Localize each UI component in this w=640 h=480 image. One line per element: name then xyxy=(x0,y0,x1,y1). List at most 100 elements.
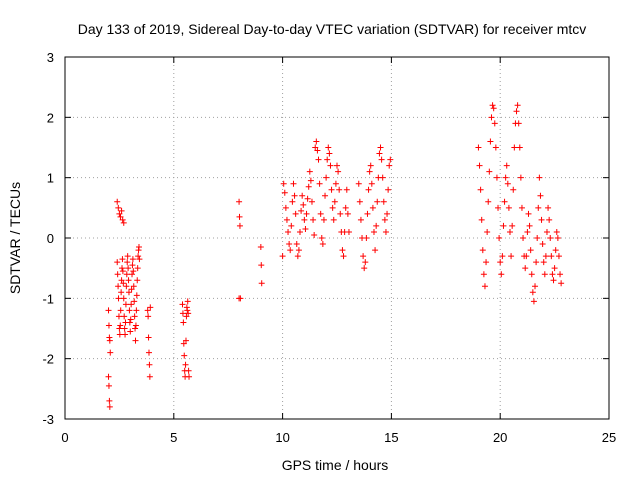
x-tick-label: 0 xyxy=(61,430,68,445)
data-point xyxy=(340,253,347,260)
data-point xyxy=(119,216,126,223)
data-point xyxy=(546,216,553,223)
x-axis-label: GPS time / hours xyxy=(282,457,389,473)
data-point xyxy=(326,150,333,157)
data-point xyxy=(552,247,559,254)
data-point xyxy=(291,192,298,199)
data-points xyxy=(105,102,565,410)
data-point xyxy=(487,138,494,145)
data-point xyxy=(116,331,123,338)
data-point xyxy=(373,222,380,229)
data-point xyxy=(553,228,560,235)
data-point xyxy=(502,174,509,181)
data-point xyxy=(285,228,292,235)
data-point xyxy=(522,265,529,272)
data-point xyxy=(144,307,151,314)
data-point xyxy=(132,337,139,344)
data-point xyxy=(290,180,297,187)
data-point xyxy=(236,222,243,229)
data-point xyxy=(118,289,125,296)
data-point xyxy=(365,186,372,193)
data-point xyxy=(129,262,136,269)
data-point xyxy=(310,216,317,223)
data-point xyxy=(524,228,531,235)
data-point xyxy=(115,295,122,302)
data-point xyxy=(484,228,491,235)
data-point xyxy=(118,207,125,214)
data-point xyxy=(106,337,113,344)
data-point xyxy=(257,244,264,251)
data-point xyxy=(505,204,512,211)
data-point xyxy=(146,373,153,380)
data-point xyxy=(385,186,392,193)
data-point xyxy=(526,222,533,229)
data-point xyxy=(119,268,126,275)
data-point xyxy=(319,241,326,248)
data-point xyxy=(105,373,112,380)
data-point xyxy=(115,283,122,290)
data-point xyxy=(372,247,379,254)
data-point xyxy=(520,235,527,241)
data-point xyxy=(476,162,483,169)
data-point xyxy=(381,216,388,223)
data-point xyxy=(181,352,188,359)
data-point xyxy=(125,289,132,296)
data-point xyxy=(488,114,495,121)
data-point xyxy=(129,256,136,263)
data-point xyxy=(118,277,125,284)
data-point xyxy=(547,235,554,241)
data-point xyxy=(509,222,516,229)
data-point xyxy=(119,265,126,272)
data-point xyxy=(542,253,549,260)
data-point xyxy=(105,307,112,314)
data-point xyxy=(345,228,352,235)
data-point xyxy=(344,210,351,217)
y-tick-label: 2 xyxy=(47,110,54,125)
data-point xyxy=(508,253,515,260)
data-point xyxy=(258,280,265,287)
data-point xyxy=(506,228,513,235)
data-point xyxy=(496,235,503,241)
data-point xyxy=(356,198,363,205)
data-point xyxy=(491,120,498,127)
data-point xyxy=(533,259,540,266)
data-point xyxy=(179,310,186,317)
data-point xyxy=(523,253,530,260)
data-point xyxy=(511,144,518,151)
data-point xyxy=(107,349,114,356)
data-point xyxy=(115,313,122,320)
data-point xyxy=(114,198,121,205)
data-point xyxy=(367,162,374,169)
data-point xyxy=(364,210,371,217)
data-point xyxy=(128,301,135,308)
data-point xyxy=(131,313,138,320)
data-point xyxy=(538,216,545,223)
data-point xyxy=(331,198,338,205)
data-point xyxy=(478,216,485,223)
data-point xyxy=(293,241,300,248)
data-point xyxy=(125,277,132,284)
data-point xyxy=(361,265,368,272)
data-point xyxy=(363,235,370,241)
data-point xyxy=(313,138,320,145)
data-point xyxy=(286,241,293,248)
data-point xyxy=(105,322,112,329)
data-point xyxy=(374,198,381,205)
data-point xyxy=(300,201,307,208)
data-point xyxy=(301,216,308,223)
data-point xyxy=(360,253,367,260)
data-point xyxy=(283,216,290,223)
data-point xyxy=(551,265,558,272)
data-point xyxy=(120,219,127,226)
data-point xyxy=(182,337,189,344)
data-point xyxy=(492,144,499,151)
data-point xyxy=(480,271,487,278)
data-point xyxy=(123,283,130,290)
data-point xyxy=(517,174,524,181)
data-point xyxy=(493,174,500,181)
data-point xyxy=(116,325,123,332)
data-point xyxy=(490,105,497,112)
data-point xyxy=(318,235,325,241)
data-point xyxy=(133,307,140,314)
